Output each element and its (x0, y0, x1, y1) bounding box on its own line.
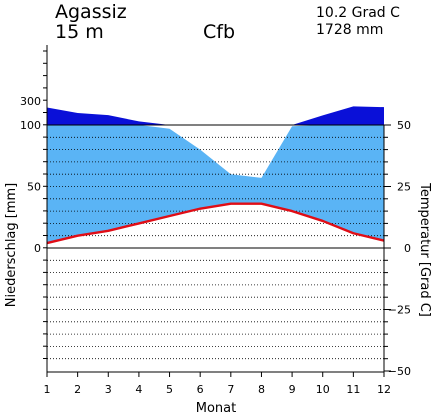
temp-tick-label: 50 (397, 119, 411, 132)
month-tick-label: 8 (258, 383, 265, 396)
temperature-line (46, 202, 385, 245)
precipitation-excess-area (47, 106, 384, 125)
x-axis-title: Monat (196, 401, 236, 416)
mean-temperature: 10.2 Grad C (316, 5, 400, 21)
temp-tick-label: 25 (397, 181, 411, 194)
station-name: Agassiz (55, 1, 127, 23)
month-tick-label: 5 (166, 383, 173, 396)
month-tick-label: 11 (346, 383, 360, 396)
climate-class: Cfb (203, 21, 236, 43)
month-tick-label: 7 (227, 383, 234, 396)
precip-tick-label: 300 (20, 95, 41, 108)
left-axis-title: Niederschlag [mm] (4, 183, 19, 308)
month-tick-label: 10 (316, 383, 330, 396)
month-tick-label: 2 (74, 383, 81, 396)
month-tick-label: 4 (135, 383, 142, 396)
annual-precipitation: 1728 mm (316, 22, 384, 38)
month-tick-label: 3 (105, 383, 112, 396)
precip-tick-label: 0 (34, 242, 41, 255)
temp-tick-label: −50 (388, 365, 411, 378)
precip-tick-label: 100 (20, 119, 41, 132)
temp-tick-label: −25 (388, 304, 411, 317)
month-tick-label: 12 (377, 383, 391, 396)
precip-tick-label: 50 (27, 181, 41, 194)
month-tick-label: 1 (44, 383, 51, 396)
station-elevation: 15 m (55, 21, 104, 43)
month-tick-label: 6 (197, 383, 204, 396)
month-tick-label: 9 (289, 383, 296, 396)
temp-tick-label: 0 (404, 242, 411, 255)
right-axis-title: Temperatur [Grad C] (417, 182, 432, 317)
